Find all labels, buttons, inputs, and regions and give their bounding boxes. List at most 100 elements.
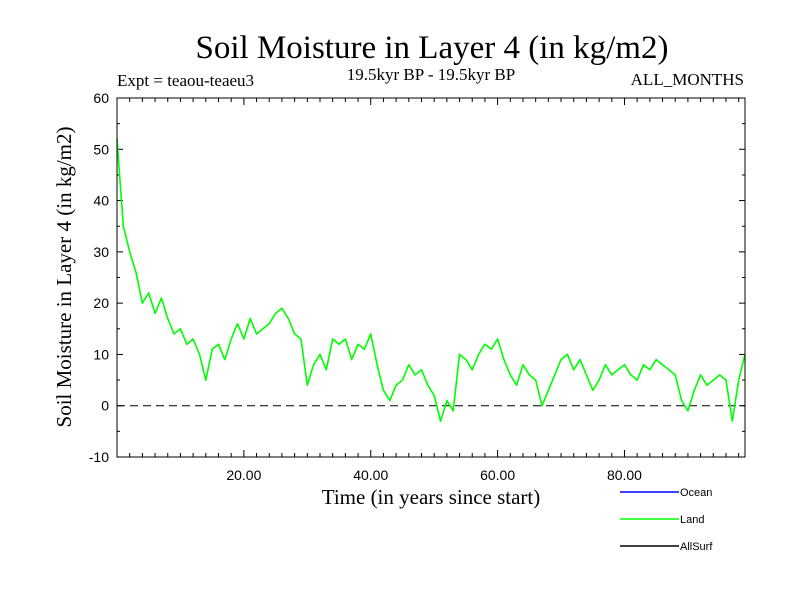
data-point (503, 358, 505, 361)
data-point (592, 389, 594, 392)
data-point (427, 384, 429, 386)
data-point (179, 328, 182, 330)
data-point (611, 374, 613, 376)
data-point (262, 328, 264, 330)
x-tick-label: 80.00 (607, 467, 642, 483)
data-point (649, 369, 651, 371)
data-point (357, 343, 359, 345)
data-point (680, 399, 683, 402)
data-point (458, 353, 461, 356)
data-point (148, 292, 150, 294)
data-point (668, 369, 670, 371)
data-point (642, 363, 645, 366)
data-point (553, 374, 556, 376)
data-point (477, 353, 480, 356)
data-point (534, 379, 537, 381)
data-point (319, 353, 321, 356)
data-point (674, 374, 676, 376)
data-point (338, 343, 340, 345)
series-line-land (116, 138, 746, 422)
y-tick-label: 20 (93, 295, 109, 311)
legend-label-land: Land (680, 514, 704, 526)
chart-subtitle-right: ALL_MONTHS (631, 70, 744, 89)
data-point (560, 358, 562, 361)
data-point (408, 363, 410, 366)
data-point (344, 338, 347, 340)
data-point (465, 358, 467, 361)
data-point (293, 333, 296, 335)
data-point (623, 363, 626, 366)
data-point (566, 353, 569, 356)
data-point (173, 333, 175, 335)
data-point (706, 384, 708, 386)
plot-area: -10 0 10 20 30 40 50 60 20.00 40.00 60.00 80.00 (89, 90, 746, 483)
data-point (617, 369, 619, 371)
data-point (249, 317, 251, 320)
data-point (585, 374, 588, 376)
data-point (541, 405, 543, 407)
data-point (376, 363, 378, 366)
data-point (579, 358, 581, 361)
data-point (471, 369, 473, 371)
data-point (401, 379, 404, 381)
data-point (154, 312, 156, 315)
x-tick-label: 20.00 (226, 467, 261, 483)
y-tick-label: 60 (93, 90, 109, 106)
data-point (192, 338, 194, 340)
data-point (224, 358, 226, 361)
data-point (446, 399, 448, 402)
data-point (243, 338, 245, 340)
data-point (636, 379, 638, 381)
data-point (547, 389, 550, 392)
data-point (718, 374, 721, 376)
y-tick-label: 50 (93, 141, 109, 157)
data-point (414, 374, 416, 376)
data-point (699, 374, 702, 376)
data-point (287, 317, 289, 320)
data-point (312, 363, 315, 366)
data-point (325, 369, 328, 371)
y-axis-label: Soil Moisture in Layer 4 (in kg/m2) (52, 127, 76, 428)
legend-label-ocean: Ocean (680, 487, 712, 499)
data-point (300, 338, 302, 340)
data-point (598, 379, 600, 381)
data-point (604, 363, 607, 366)
data-point (363, 348, 366, 350)
chart-subtitle-left: Expt = teaou-teaeu3 (117, 71, 254, 90)
data-point (439, 420, 442, 422)
data-point (389, 399, 391, 402)
data-point (433, 394, 435, 397)
data-point (420, 369, 423, 371)
data-point (687, 410, 689, 412)
data-point (331, 338, 334, 340)
data-point (211, 348, 213, 350)
data-point (274, 312, 277, 315)
y-tick-label: -10 (89, 449, 109, 465)
data-point (370, 333, 372, 335)
y-tick-label: 0 (101, 398, 109, 414)
data-point (737, 379, 740, 381)
x-axis-label: Time (in years since start) (322, 485, 541, 509)
data-point (509, 374, 511, 376)
data-point (661, 363, 664, 366)
legend-label-allsurf: AllSurf (680, 541, 713, 553)
data-point (484, 343, 486, 345)
data-point (236, 322, 239, 325)
data-point (128, 251, 131, 253)
data-point (281, 307, 283, 309)
data-point (496, 338, 499, 340)
data-point (351, 358, 353, 361)
plot-frame (116, 97, 746, 458)
y-tick-label: 30 (93, 244, 109, 260)
chart-subtitle-center: 19.5kyr BP - 19.5kyr BP (347, 65, 515, 84)
data-point (141, 302, 144, 304)
data-point (306, 384, 309, 386)
data-point (725, 379, 727, 381)
data-point (655, 358, 657, 361)
data-point (452, 410, 454, 412)
x-tick-label: 40.00 (353, 467, 388, 483)
data-point (630, 374, 632, 376)
y-tick-label: 10 (93, 346, 109, 362)
data-point (135, 271, 137, 274)
